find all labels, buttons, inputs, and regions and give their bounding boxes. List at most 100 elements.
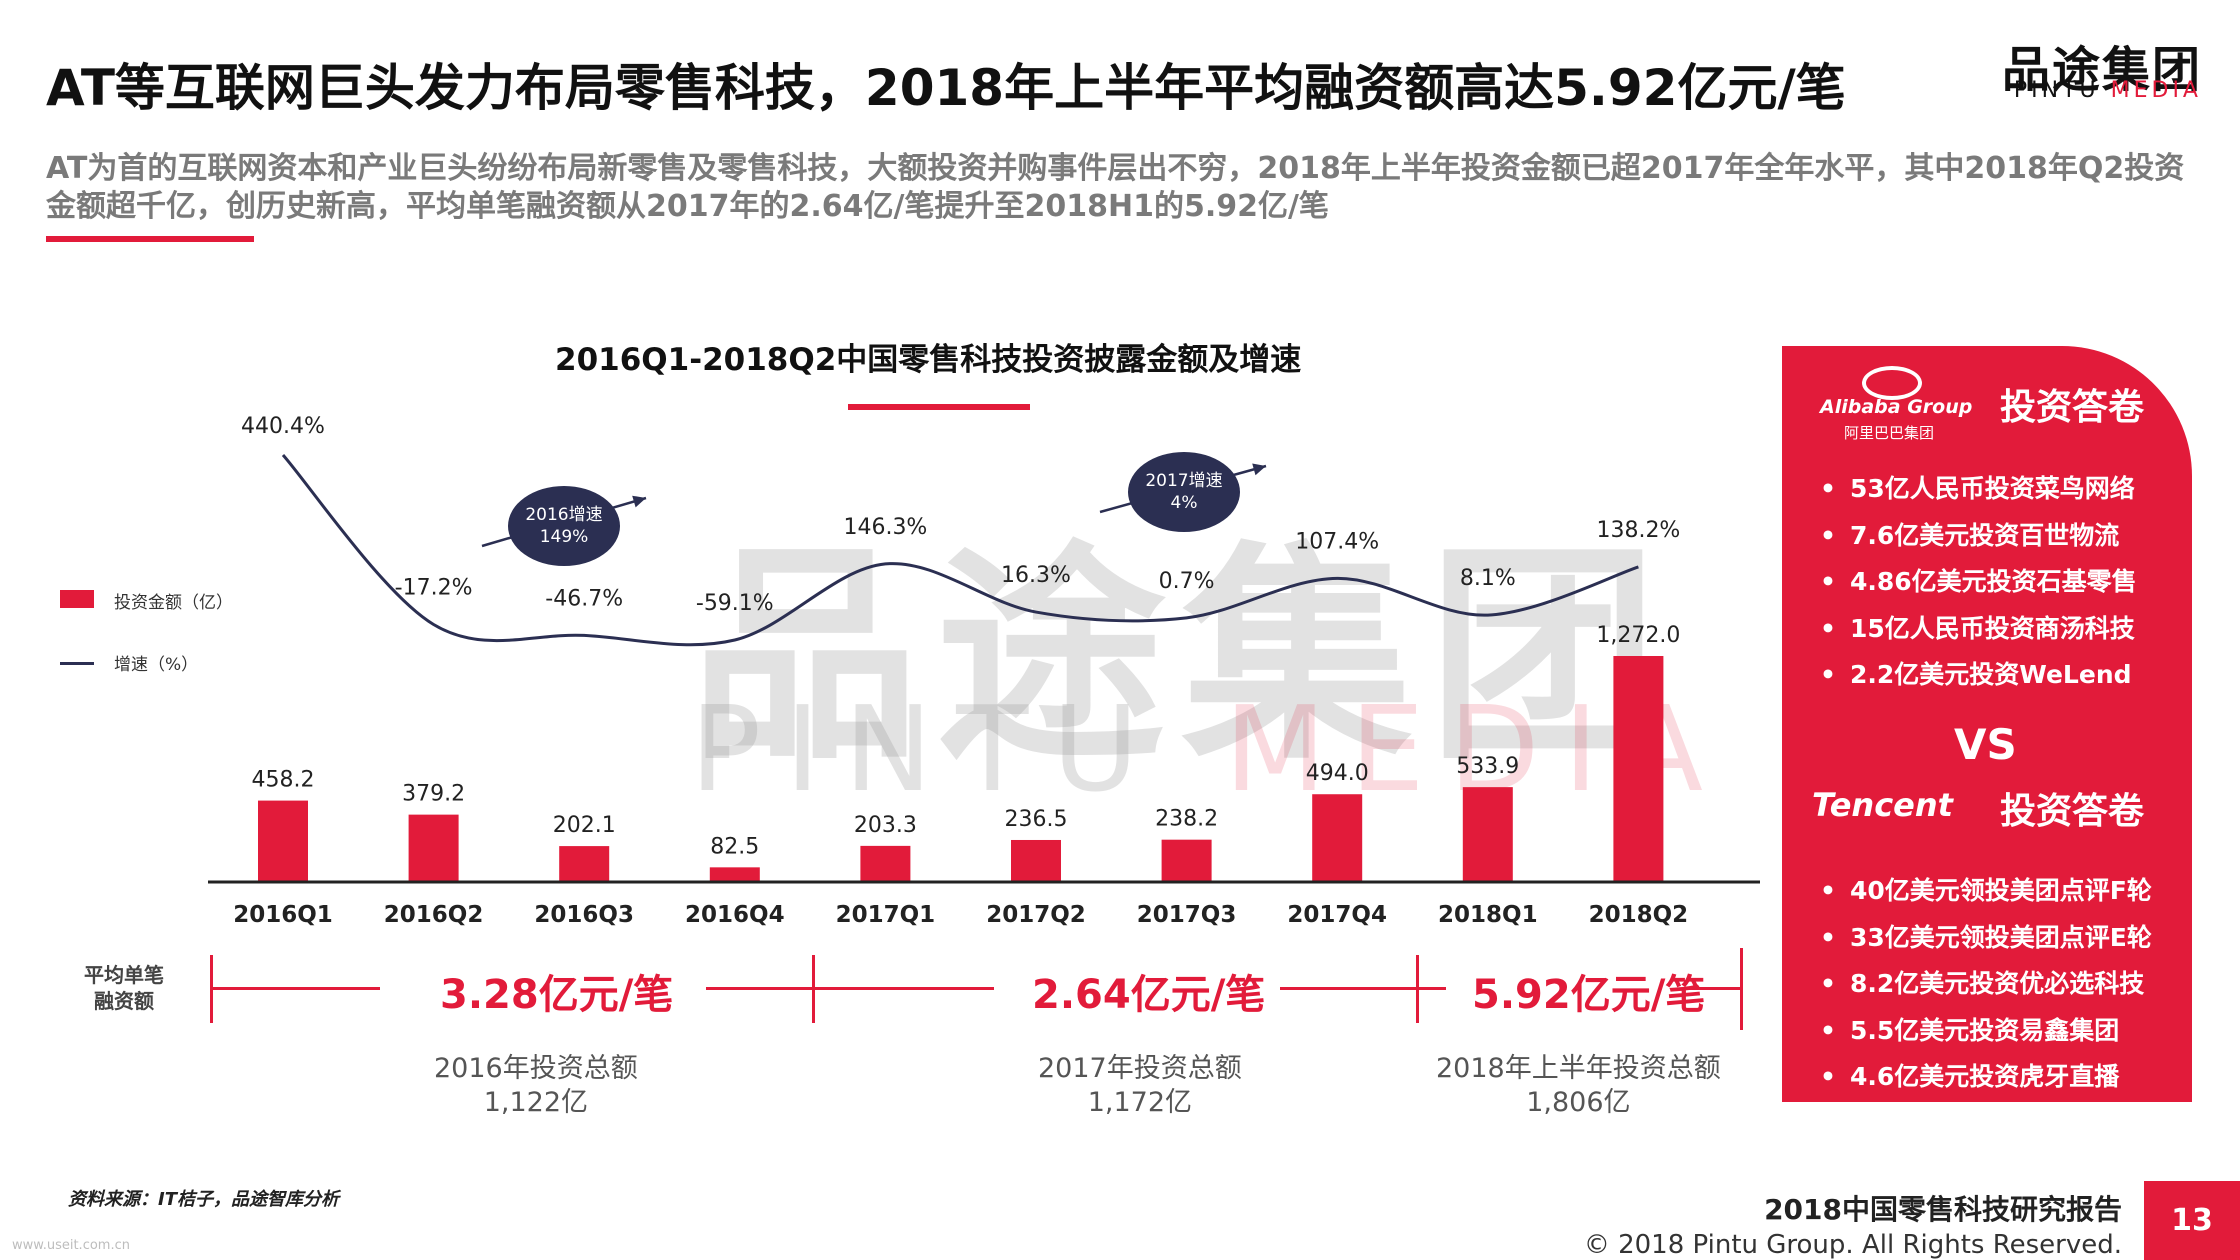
tencent-logo: Tencent <box>1812 786 1953 824</box>
total-2016: 2016年投资总额 1,122亿 <box>434 1052 638 1120</box>
legend-line-swatch <box>60 662 94 665</box>
investment-bar <box>860 845 911 882</box>
alibaba-investment-item: 4.86亿美元投资石基零售 <box>1820 559 2137 606</box>
annotation-arrowhead <box>1252 463 1266 476</box>
avg-tick-left <box>210 955 213 1023</box>
report-name: 2018中国零售科技研究报告 <box>1764 1193 2122 1226</box>
growth-bubble-2016: 2016增速 149% <box>508 486 620 566</box>
avg-line-segment <box>212 987 380 990</box>
growth-value-label: -46.7% <box>545 586 623 611</box>
avg-row-label-1: 平均单笔 <box>84 963 164 987</box>
tencent-investment-item: 40亿美元领投美团点评F轮 <box>1820 868 2152 915</box>
source-url: www.useit.com.cn <box>12 1238 130 1253</box>
chart-title-underline <box>848 404 1030 410</box>
annotation-arrowhead <box>632 495 646 508</box>
avg-tick-mid2 <box>1416 955 1419 1023</box>
alibaba-investment-item: 15亿人民币投资商汤科技 <box>1820 606 2137 653</box>
legend-bar-swatch <box>60 590 94 608</box>
bar-value-label: 202.1 <box>553 813 616 838</box>
alibaba-investment-item: 53亿人民币投资菜鸟网络 <box>1820 466 2137 513</box>
growth-value-label: 440.4% <box>241 414 325 439</box>
total-2016-label: 2016年投资总额 <box>434 1053 638 1084</box>
avg-value-2018h1: 5.92亿元/笔 <box>1472 972 1706 1018</box>
growth-bubble-2016-line2: 149% <box>539 527 589 547</box>
subtitle-underline <box>46 236 254 242</box>
tencent-heading: 投资答卷 <box>2000 791 2145 832</box>
x-tick-label: 2017Q4 <box>1287 902 1387 928</box>
x-tick-label: 2016Q2 <box>384 902 484 928</box>
total-2016-value: 1,122亿 <box>483 1087 588 1118</box>
tencent-investment-list: 40亿美元领投美团点评F轮 33亿美元领投美团点评E轮 8.2亿美元投资优必选科… <box>1820 868 2152 1101</box>
alibaba-investment-list: 53亿人民币投资菜鸟网络 7.6亿美元投资百世物流 4.86亿美元投资石基零售 … <box>1820 466 2137 699</box>
x-tick-label: 2017Q2 <box>986 902 1086 928</box>
x-tick-label: 2016Q4 <box>685 902 785 928</box>
alibaba-logo-text: Alibaba Group <box>1820 396 1973 418</box>
alibaba-logo-icon <box>1862 366 1922 400</box>
page-number: 13 <box>2144 1181 2240 1260</box>
growth-bubble-2017-line2: 4% <box>1170 493 1198 513</box>
legend-line-label: 增速（%） <box>114 655 199 675</box>
x-tick-label: 2017Q3 <box>1137 902 1237 928</box>
chart-canvas: 458.2 379.2 202.1 82.5 203.3 236.5 238.2 494.0 5… <box>208 414 1760 928</box>
brand-logo-en: PINTU MEDIA <box>2014 78 2202 103</box>
total-2018h1: 2018年上半年投资总额 1,806亿 <box>1436 1052 1721 1120</box>
total-2018h1-value: 1,806亿 <box>1526 1087 1631 1118</box>
avg-line-segment <box>1684 987 1742 990</box>
growth-value-label: 8.1% <box>1460 566 1516 591</box>
tencent-investment-item: 5.5亿美元投资易鑫集团 <box>1820 1008 2152 1055</box>
watermark-en-1: PINTU <box>690 680 1163 818</box>
growth-line <box>281 454 1639 647</box>
brand-logo-en-2: MEDIA <box>2110 78 2202 103</box>
brand-logo-en-1: PINTU <box>2013 78 2100 103</box>
total-2017-value: 1,172亿 <box>1087 1087 1192 1118</box>
alibaba-investment-item: 2.2亿美元投资WeLend <box>1820 652 2137 699</box>
investment-bar <box>408 814 459 882</box>
investment-bar <box>709 867 760 882</box>
avg-line-segment <box>706 987 994 990</box>
avg-value-2017: 2.64亿元/笔 <box>1032 972 1266 1018</box>
growth-value-label: 146.3% <box>843 515 927 540</box>
avg-row-label-2: 融资额 <box>94 989 154 1013</box>
total-2017: 2017年投资总额 1,172亿 <box>1038 1052 1242 1120</box>
investment-bar <box>258 800 308 882</box>
page-title: AT等互联网巨头发力布局零售科技，2018年上半年平均融资额高达5.92亿元/笔 <box>46 59 1846 117</box>
growth-value-label: 16.3% <box>1001 563 1071 588</box>
investment-bar <box>1161 839 1212 882</box>
avg-row-label: 平均单笔 融资额 <box>84 962 164 1014</box>
investment-bar <box>1312 794 1363 882</box>
total-2017-label: 2017年投资总额 <box>1038 1053 1242 1084</box>
growth-value-label: 0.7% <box>1159 569 1215 594</box>
x-tick-label: 2018Q1 <box>1438 902 1538 928</box>
investment-panel: Alibaba Group 阿里巴巴集团 投资答卷 53亿人民币投资菜鸟网络 7… <box>1782 346 2192 1102</box>
investment-bar <box>1011 839 1061 882</box>
bar-value-label: 82.5 <box>710 834 759 859</box>
bar-value-label: 494.0 <box>1306 761 1369 786</box>
copyright: © 2018 Pintu Group. All Rights Reserved. <box>1583 1230 2122 1260</box>
bar-value-label: 203.3 <box>854 813 917 838</box>
growth-bubble-2016-line1: 2016增速 <box>525 505 603 525</box>
investment-bar <box>559 846 610 882</box>
growth-bubble-2017: 2017增速 4% <box>1128 452 1240 532</box>
data-source: 资料来源：IT桔子，品途智库分析 <box>68 1189 339 1210</box>
growth-bubble-2017-line1: 2017增速 <box>1145 471 1223 491</box>
x-tick-label: 2017Q1 <box>836 902 936 928</box>
avg-value-2016: 3.28亿元/笔 <box>440 972 674 1018</box>
brand-logo: 品途集团 <box>2001 42 2202 98</box>
bar-value-label: 379.2 <box>402 782 465 807</box>
avg-tick-mid1 <box>812 955 815 1023</box>
versus-label: VS <box>1954 720 2017 769</box>
alibaba-heading: 投资答卷 <box>2000 387 2145 428</box>
avg-line-segment <box>1280 987 1418 990</box>
growth-value-label: 107.4% <box>1295 529 1379 554</box>
alibaba-investment-item: 7.6亿美元投资百世物流 <box>1820 513 2137 560</box>
chart-title: 2016Q1-2018Q2中国零售科技投资披露金额及增速 <box>555 342 1302 378</box>
tencent-investment-item: 33亿美元领投美团点评E轮 <box>1820 915 2152 962</box>
page-subtitle: AT为首的互联网资本和产业巨头纷纷布局新零售及零售科技，大额投资并购事件层出不穷… <box>46 151 2185 224</box>
x-tick-label: 2018Q2 <box>1589 902 1689 928</box>
avg-tick-right <box>1740 948 1743 1030</box>
avg-line-segment <box>1418 987 1446 990</box>
bar-value-label: 236.5 <box>1005 807 1068 832</box>
x-tick-label: 2016Q1 <box>233 902 333 928</box>
bar-value-label: 238.2 <box>1155 807 1218 832</box>
x-tick-label: 2016Q3 <box>534 902 634 928</box>
